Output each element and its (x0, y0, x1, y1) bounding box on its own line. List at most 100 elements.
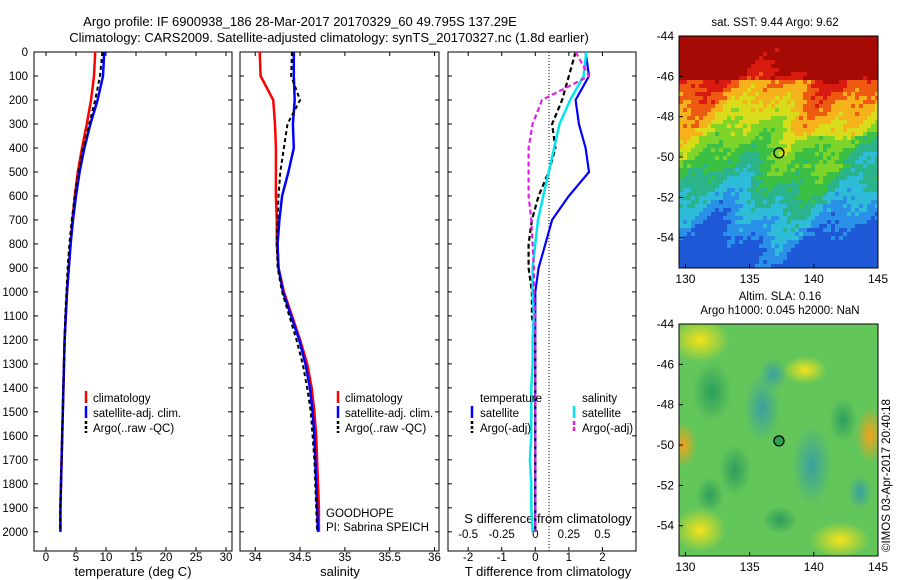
sst-cell (803, 128, 807, 132)
sst-cell (703, 244, 707, 248)
sst-cell (723, 248, 727, 252)
sst-cell (683, 88, 687, 92)
sst-cell (735, 112, 739, 116)
sst-cell (679, 48, 683, 52)
sst-cell (687, 164, 691, 168)
sst-cell (855, 264, 859, 268)
sst-cell (755, 152, 759, 156)
sst-cell (799, 240, 803, 244)
sst-cell (763, 76, 767, 80)
sst-cell (747, 236, 751, 240)
sst-cell (723, 224, 727, 228)
sst-cell (731, 100, 735, 104)
sst-cell (843, 252, 847, 256)
sst-cell (783, 160, 787, 164)
sst-cell (783, 100, 787, 104)
sst-cell (835, 112, 839, 116)
sst-cell (779, 84, 783, 88)
sst-cell (851, 196, 855, 200)
sst-cell (875, 184, 878, 188)
sst-cell (735, 64, 739, 68)
sst-cell (783, 80, 787, 84)
sst-cell (831, 140, 835, 144)
sst-cell (719, 256, 723, 260)
sst-cell (819, 184, 823, 188)
sst-cell (867, 192, 871, 196)
sst-cell (843, 120, 847, 124)
sst-cell (867, 196, 871, 200)
sst-cell (739, 256, 743, 260)
sst-cell (723, 84, 727, 88)
sst-cell (831, 164, 835, 168)
sst-cell (783, 208, 787, 212)
sst-cell (855, 192, 859, 196)
sst-cell (711, 112, 715, 116)
sst-cell (867, 64, 871, 68)
sst-cell (751, 52, 755, 56)
sst-cell (795, 168, 799, 172)
sst-cell (863, 232, 867, 236)
sst-cell (815, 256, 819, 260)
map-x-tick-label: 140 (804, 272, 824, 286)
sst-cell (775, 252, 779, 256)
sst-cell (747, 232, 751, 236)
sst-cell (715, 104, 719, 108)
sst-cell (683, 44, 687, 48)
sst-cell (683, 80, 687, 84)
sst-cell (819, 124, 823, 128)
sst-cell (811, 252, 815, 256)
sst-cell (823, 240, 827, 244)
sst-cell (795, 152, 799, 156)
sst-cell (763, 56, 767, 60)
sst-cell (731, 256, 735, 260)
sst-cell (803, 44, 807, 48)
sst-cell (739, 240, 743, 244)
sst-cell (739, 96, 743, 100)
sst-cell (711, 136, 715, 140)
sst-cell (759, 136, 763, 140)
sst-cell (831, 136, 835, 140)
sst-cell (839, 56, 843, 60)
sst-cell (795, 212, 799, 216)
sst-cell (831, 212, 835, 216)
sst-cell (711, 108, 715, 112)
sst-cell (831, 144, 835, 148)
sst-cell (855, 160, 859, 164)
sst-cell (827, 40, 831, 44)
sst-cell (851, 44, 855, 48)
sst-cell (855, 180, 859, 184)
sst-cell (827, 228, 831, 232)
sst-cell (855, 100, 859, 104)
sst-cell (727, 196, 731, 200)
sst-cell (743, 60, 747, 64)
sst-cell (691, 36, 695, 40)
sst-cell (739, 68, 743, 72)
sst-cell (743, 152, 747, 156)
sst-cell (823, 228, 827, 232)
sst-cell (843, 160, 847, 164)
sst-cell (831, 120, 835, 124)
sst-cell (771, 196, 775, 200)
sst-cell (855, 252, 859, 256)
sst-cell (795, 120, 799, 124)
depth-tick-label: 100 (9, 71, 28, 83)
sst-cell (735, 176, 739, 180)
sst-cell (775, 228, 779, 232)
sst-cell (679, 132, 683, 136)
sst-cell (835, 212, 839, 216)
sst-cell (787, 176, 791, 180)
sst-cell (811, 168, 815, 172)
sst-cell (775, 224, 779, 228)
sst-cell (859, 96, 863, 100)
sst-cell (783, 136, 787, 140)
sst-cell (755, 88, 759, 92)
sst-cell (695, 200, 699, 204)
sst-cell (771, 256, 775, 260)
sst-cell (759, 172, 763, 176)
sst-cell (815, 108, 819, 112)
sst-cell (775, 172, 779, 176)
sst-cell (847, 208, 851, 212)
sst-cell (751, 76, 755, 80)
sst-cell (775, 56, 779, 60)
sst-cell (751, 256, 755, 260)
